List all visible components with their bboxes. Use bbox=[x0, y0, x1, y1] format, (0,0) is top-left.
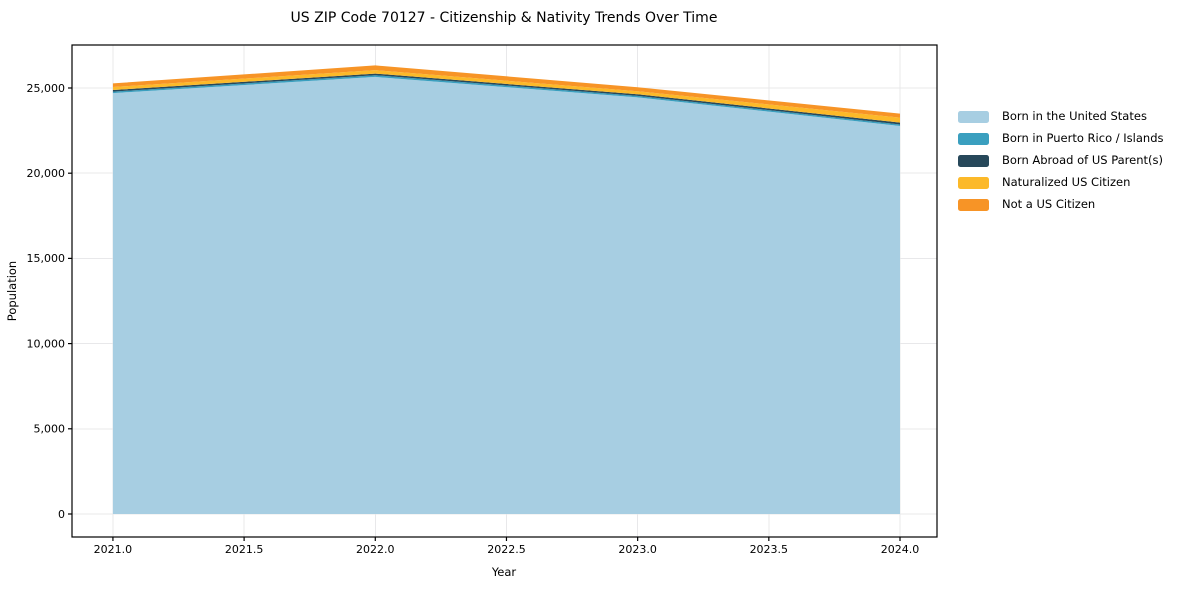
legend-label: Born in Puerto Rico / Islands bbox=[1002, 131, 1164, 146]
chart-title: US ZIP Code 70127 - Citizenship & Nativi… bbox=[291, 10, 718, 26]
x-tick-label: 2021.5 bbox=[225, 543, 264, 556]
x-tick-label: 2022.0 bbox=[356, 543, 395, 556]
x-tick-label: 2022.5 bbox=[487, 543, 526, 556]
legend-label: Born Abroad of US Parent(s) bbox=[1002, 153, 1163, 168]
y-axis-label: Population bbox=[5, 261, 19, 321]
legend-swatch bbox=[958, 111, 989, 123]
legend: Born in the United States Born in Puerto … bbox=[958, 106, 1164, 216]
y-tick-label: 15,000 bbox=[27, 252, 66, 265]
legend-swatch bbox=[958, 133, 989, 145]
x-tick-label: 2021.0 bbox=[94, 543, 133, 556]
legend-item: Born Abroad of US Parent(s) bbox=[958, 150, 1164, 172]
x-tick-label: 2024.0 bbox=[881, 543, 920, 556]
x-axis-label: Year bbox=[491, 565, 517, 579]
legend-label: Not a US Citizen bbox=[1002, 197, 1096, 212]
y-tick-label: 25,000 bbox=[27, 82, 66, 95]
y-tick-label: 0 bbox=[58, 508, 65, 521]
legend-label: Naturalized US Citizen bbox=[1002, 175, 1131, 190]
y-tick-label: 5,000 bbox=[34, 423, 66, 436]
legend-item: Naturalized US Citizen bbox=[958, 172, 1164, 194]
legend-item: Not a US Citizen bbox=[958, 194, 1164, 216]
x-tick-label: 2023.0 bbox=[618, 543, 657, 556]
y-tick-label: 10,000 bbox=[27, 337, 66, 350]
legend-label: Born in the United States bbox=[1002, 109, 1147, 124]
area-born-in-the-united-states bbox=[112, 76, 901, 514]
legend-swatch bbox=[958, 199, 989, 211]
y-tick-label: 20,000 bbox=[27, 167, 66, 180]
legend-item: Born in the United States bbox=[958, 106, 1164, 128]
plot-border bbox=[71, 44, 938, 538]
legend-swatch bbox=[958, 177, 989, 189]
legend-item: Born in Puerto Rico / Islands bbox=[958, 128, 1164, 150]
x-tick-label: 2023.5 bbox=[750, 543, 789, 556]
legend-swatch bbox=[958, 155, 989, 167]
